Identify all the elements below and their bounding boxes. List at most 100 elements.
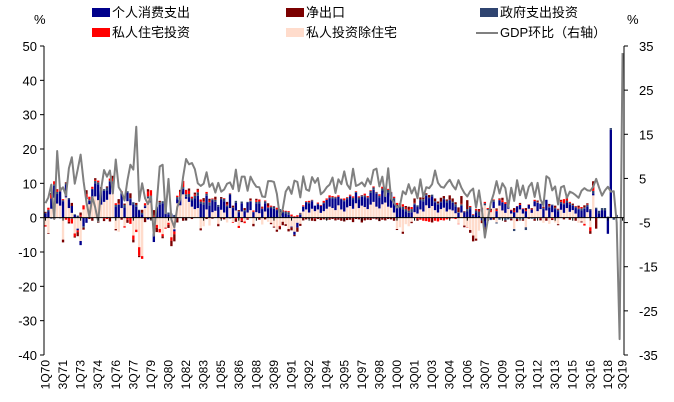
bar-segment — [328, 195, 331, 198]
bar-segment — [474, 217, 478, 239]
bar-segment — [606, 217, 610, 234]
bar-segment — [269, 206, 273, 209]
bar-segment — [568, 202, 571, 205]
bar-segment — [176, 195, 179, 198]
bar-segment — [190, 217, 194, 220]
bar-segment — [146, 217, 150, 220]
bar-segment — [545, 218, 548, 221]
bar-segment — [305, 209, 308, 218]
bar-segment — [293, 231, 296, 235]
bar-segment — [237, 211, 240, 213]
bar-segment — [211, 198, 214, 200]
bar-segment — [111, 181, 115, 183]
bar-segment — [606, 216, 610, 218]
bar-segment — [360, 195, 363, 197]
bar-segment — [56, 193, 59, 204]
bar-segment — [501, 197, 504, 201]
bar-segment — [217, 206, 220, 218]
bar-segment — [451, 210, 454, 218]
bar-segment — [565, 200, 569, 203]
bar-segment — [56, 189, 59, 192]
bar-segment — [252, 210, 255, 212]
bar-segment — [266, 208, 270, 218]
bar-segment — [556, 211, 560, 218]
bar-segment — [419, 199, 422, 201]
bar-segment — [184, 189, 188, 195]
bar-segment — [67, 199, 71, 209]
bar-segment — [477, 209, 481, 211]
bar-segment — [296, 215, 299, 217]
bar-segment — [553, 209, 557, 218]
bar-segment — [202, 217, 205, 227]
bar-segment — [184, 196, 188, 199]
bar-segment — [436, 201, 440, 204]
bar-segment — [346, 199, 349, 208]
bar-segment — [249, 198, 252, 201]
bar-segment — [319, 205, 322, 213]
bar-segment — [592, 195, 595, 218]
bar-segment — [425, 194, 428, 196]
bar-segment — [524, 227, 528, 231]
bar-segment — [524, 208, 528, 211]
bar-segment — [319, 212, 322, 218]
bar-segment — [249, 210, 252, 218]
bar-segment — [114, 204, 117, 208]
bar-segment — [469, 205, 472, 208]
bar-segment — [527, 204, 530, 209]
bar-segment — [521, 217, 525, 220]
bar-segment — [161, 236, 164, 239]
bar-segment — [155, 224, 158, 228]
bar-segment — [50, 198, 53, 209]
bar-segment — [47, 209, 50, 212]
bar-segment — [545, 210, 548, 218]
bar-segment — [439, 217, 443, 221]
bar-segment — [360, 205, 363, 218]
bar-segment — [258, 203, 261, 214]
bar-segment — [111, 175, 115, 179]
bar-segment — [387, 206, 390, 218]
bar-segment — [82, 205, 85, 210]
bar-segment — [214, 196, 217, 200]
x-tick-label: 3Q07 — [478, 360, 492, 390]
bar-segment — [284, 224, 287, 226]
bar-segment — [214, 201, 217, 211]
bar-segment — [504, 220, 507, 222]
bar-segment — [340, 217, 343, 221]
bar-segment — [269, 205, 273, 207]
left-tick-label: 40 — [23, 73, 37, 88]
bar-segment — [138, 247, 141, 256]
bar-segment — [199, 199, 202, 202]
bar-segment — [190, 200, 194, 207]
bar-segment — [211, 217, 214, 219]
bar-segment — [592, 181, 595, 186]
bar-segment — [518, 204, 522, 210]
left-axis-unit-label: % — [34, 12, 46, 27]
bar-segment — [293, 234, 296, 237]
bar-segment — [533, 201, 536, 207]
bar-segment — [222, 201, 226, 213]
bar-segment — [266, 207, 270, 209]
bar-segment — [64, 217, 68, 220]
bar-segment — [375, 193, 378, 207]
bar-segment — [132, 204, 135, 218]
bar-segment — [486, 208, 489, 210]
bar-segment — [217, 224, 220, 227]
x-tick-label: 3Q10 — [513, 360, 527, 390]
bar-segment — [97, 182, 100, 185]
bar-segment — [85, 190, 88, 194]
bar-segment — [510, 209, 513, 211]
bar-segment — [524, 210, 528, 212]
bar-segment — [310, 201, 314, 209]
bar-segment — [126, 201, 129, 218]
bar-segment — [252, 217, 255, 224]
bar-segment — [91, 201, 94, 218]
bar-segment — [451, 201, 454, 203]
bar-segment — [310, 217, 314, 221]
bar-segment — [246, 201, 249, 203]
bar-segment — [574, 213, 577, 218]
bar-segment — [363, 195, 366, 198]
bar-segment — [190, 198, 194, 201]
bar-segment — [120, 217, 123, 220]
bar-segment — [50, 194, 53, 199]
bar-segment — [196, 195, 199, 209]
